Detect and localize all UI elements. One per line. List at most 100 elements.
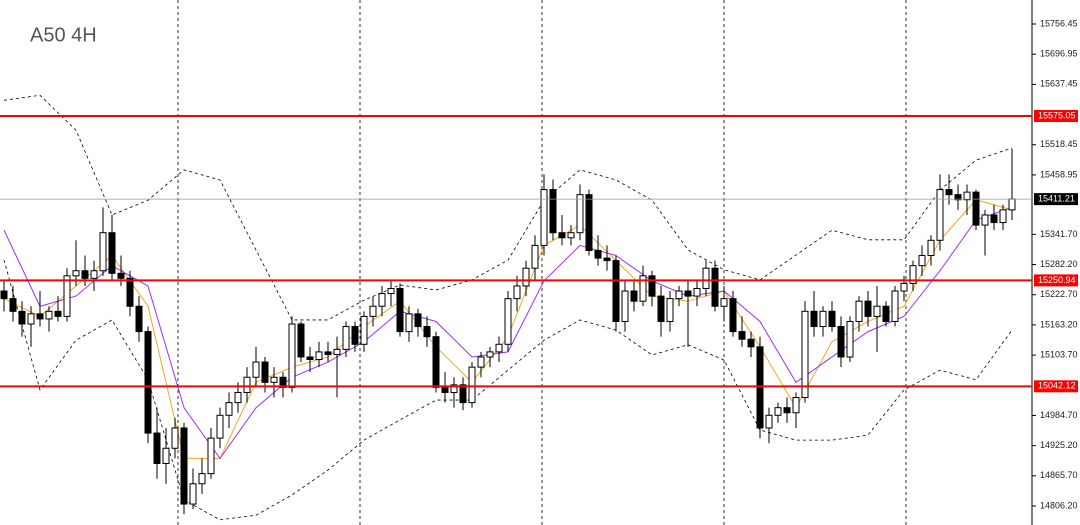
candle-body [135,305,143,333]
candle-body [504,298,512,345]
candle-body [126,277,134,307]
candle-body [360,315,368,345]
candle-body [351,326,359,345]
candle-body [441,386,449,393]
candle-body [432,336,440,388]
candle-body [225,402,233,416]
candle-body [0,290,8,300]
candle-body [216,414,224,439]
candle-body [234,391,242,404]
candle-body [711,267,719,307]
candles [0,149,1016,515]
candle-body [243,376,251,393]
candle-body [495,343,503,353]
y-tick-label: 15282.20 [1040,259,1078,269]
candle-body [756,346,764,429]
candle-body [261,361,269,383]
candle-body [909,265,917,284]
candle-body [1008,198,1016,211]
y-tick-label: 15756.45 [1040,18,1078,28]
candle-body [828,310,836,328]
indicator-line [3,259,1013,521]
level-tag [1034,274,1078,287]
candle-body [18,310,26,325]
candle-body [153,432,161,464]
candle-body [684,290,692,297]
candle-body [693,287,701,297]
candle-body [792,397,800,414]
candle-body [846,320,854,358]
candle-body [171,427,179,449]
candle-body [963,191,971,201]
candle-body [333,348,341,355]
candle-body [990,214,998,224]
candle-body [783,407,791,414]
candle-body [603,257,611,262]
level-tag [1034,380,1078,393]
candle-body [297,323,305,358]
candle-body [576,194,584,234]
candle-body [891,290,899,322]
y-tick-label: 15518.45 [1040,139,1078,149]
candle-body [657,295,665,322]
candle-body [486,351,494,358]
candle-body [252,361,260,378]
candle-body [954,194,962,201]
candle-body [27,313,35,325]
candle-body [972,191,980,226]
last-price-tag [1034,193,1078,206]
candle-body [162,447,170,464]
candle-body [522,267,530,287]
candle-body [936,189,944,241]
candle-body [108,232,116,274]
indicator-line [3,94,1013,321]
candle-body [594,249,602,259]
candle-body [720,298,728,307]
candle-body [855,300,863,322]
candle-body [288,323,296,388]
candle-body [405,313,413,333]
candle-body [918,255,926,267]
y-tick-label: 15458.95 [1040,169,1078,179]
y-tick-label: 15222.70 [1040,289,1078,299]
candle-body [639,275,647,302]
candle-body [873,305,881,317]
candle-body [36,313,44,320]
candle-body [612,260,620,322]
candle-body [9,298,17,312]
candle-body [837,326,845,358]
candle-body [324,351,332,355]
candle-body [882,305,890,322]
candle-body [558,232,566,239]
candle-body [45,310,53,320]
chart-title: A50 4H [30,24,97,46]
candle-body [666,298,674,322]
last-price-label: 15411.21 [1038,193,1075,203]
candle-body [702,267,710,289]
candle-body [90,270,98,279]
candle-body [306,356,314,361]
candle-body [117,272,125,279]
candle-body [531,244,539,269]
candle-body [774,407,782,416]
candle-body [819,310,827,328]
candle-body [423,326,431,338]
candle-body [198,473,206,485]
y-tick-label: 15103.70 [1040,349,1078,359]
candle-body [72,270,80,277]
candle-body [675,290,683,300]
candle-body [864,300,872,317]
candle-body [567,232,575,239]
level-label: 15575.05 [1038,110,1076,120]
level-label: 15042.12 [1038,381,1076,391]
candle-body [621,290,629,322]
candle-body [315,351,323,361]
y-tick-label: 15637.45 [1040,79,1078,89]
candle-body [630,290,638,302]
level-label: 15250.94 [1038,275,1076,285]
candle-body [279,376,287,388]
candle-body [144,331,152,434]
candle-body [945,189,953,196]
